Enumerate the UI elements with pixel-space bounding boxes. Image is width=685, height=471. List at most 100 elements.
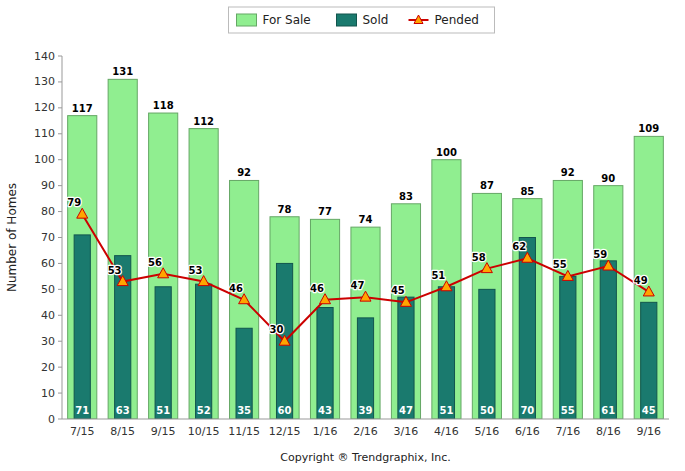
x-tick-label: 8/15 xyxy=(110,425,135,438)
bar xyxy=(357,318,373,419)
data-label: 49 xyxy=(634,275,648,286)
data-label: 47 xyxy=(350,280,364,291)
y-axis-line xyxy=(62,56,63,419)
legend-swatch xyxy=(337,14,357,26)
y-tick-label: 130 xyxy=(34,75,55,88)
data-label: 53 xyxy=(189,265,203,276)
data-label: 62 xyxy=(512,241,526,252)
y-tick xyxy=(58,367,62,368)
x-axis-title: Copyright ® Trendgraphix, Inc. xyxy=(280,451,450,464)
legend-label: Pended xyxy=(435,13,479,27)
x-tick-label: 9/16 xyxy=(636,425,661,438)
data-labels: 1171311181129278777483100878592901097163… xyxy=(67,66,659,416)
marker xyxy=(522,252,533,262)
x-tick-label: 12/15 xyxy=(269,425,301,438)
y-tick-label: 60 xyxy=(41,257,55,270)
bar xyxy=(472,193,501,419)
data-label: 109 xyxy=(638,123,659,134)
y-tick xyxy=(58,289,62,290)
data-label: 79 xyxy=(67,197,81,208)
y-tick-label: 80 xyxy=(41,205,55,218)
y-tick xyxy=(58,237,62,238)
marker xyxy=(441,281,452,291)
data-label: 45 xyxy=(391,285,405,296)
x-tick-label: 10/15 xyxy=(188,425,220,438)
y-tick-label: 0 xyxy=(48,413,55,426)
y-tick-label: 110 xyxy=(34,127,55,140)
bar xyxy=(600,261,616,419)
y-tick xyxy=(58,159,62,160)
bar xyxy=(519,238,535,420)
x-tick-label: 5/16 xyxy=(475,425,500,438)
bar xyxy=(310,219,339,419)
data-label: 52 xyxy=(197,405,211,416)
marker xyxy=(603,260,614,270)
legend-label: For Sale xyxy=(263,13,311,27)
data-label: 55 xyxy=(553,259,567,270)
x-tick-label: 7/16 xyxy=(555,425,580,438)
y-tick-label: 40 xyxy=(41,309,55,322)
y-tick xyxy=(58,133,62,134)
bar xyxy=(553,180,582,419)
bar xyxy=(479,289,495,419)
bar xyxy=(432,160,461,419)
data-label: 117 xyxy=(72,103,93,114)
legend-frame xyxy=(229,7,495,33)
x-tick-label: 8/16 xyxy=(596,425,621,438)
data-label: 87 xyxy=(480,180,494,191)
bar xyxy=(270,217,299,419)
data-label: 112 xyxy=(193,116,214,127)
marker xyxy=(279,335,290,345)
marker xyxy=(360,291,371,301)
y-tick-label: 10 xyxy=(41,387,55,400)
data-label: 92 xyxy=(561,167,575,178)
y-tick xyxy=(58,185,62,186)
bar xyxy=(641,302,657,419)
y-tick-label: 120 xyxy=(34,101,55,114)
marker xyxy=(400,296,411,306)
legend: For Sale Sold Pended xyxy=(229,7,495,33)
data-label: 51 xyxy=(431,270,445,281)
line xyxy=(82,214,649,341)
y-tick-label: 90 xyxy=(41,179,55,192)
data-label: 77 xyxy=(318,206,332,217)
bar xyxy=(317,308,333,419)
data-label: 60 xyxy=(278,405,292,416)
bar xyxy=(438,287,454,419)
data-label: 46 xyxy=(229,283,243,294)
legend-label: Sold xyxy=(363,13,389,27)
bar xyxy=(236,328,252,419)
data-label: 45 xyxy=(642,405,656,416)
y-tick xyxy=(58,263,62,264)
x-tick-label: 7/15 xyxy=(70,425,95,438)
bar xyxy=(108,79,137,419)
marker xyxy=(562,270,573,280)
axes: 01020304050607080901001101201301407/158/… xyxy=(34,50,661,439)
data-label: 78 xyxy=(278,204,292,215)
y-tick xyxy=(58,81,62,82)
data-label: 39 xyxy=(359,405,373,416)
x-tick-label: 2/16 xyxy=(353,425,378,438)
data-label: 92 xyxy=(237,167,251,178)
data-label: 46 xyxy=(310,283,324,294)
data-label: 55 xyxy=(561,405,575,416)
chart: 01020304050607080901001101201301407/158/… xyxy=(0,0,685,471)
bar xyxy=(189,129,218,419)
bar xyxy=(155,287,171,419)
marks xyxy=(68,79,664,419)
bar xyxy=(391,204,420,419)
marker xyxy=(481,263,492,273)
bar xyxy=(68,116,97,419)
x-tick-label: 6/16 xyxy=(515,425,540,438)
y-tick-label: 50 xyxy=(41,283,55,296)
data-label: 51 xyxy=(156,405,170,416)
x-tick-label: 9/15 xyxy=(151,425,176,438)
legend-swatch xyxy=(237,14,257,26)
bar xyxy=(351,227,380,419)
y-axis-title: Number of Homes xyxy=(5,183,19,292)
data-label: 83 xyxy=(399,191,413,202)
y-tick-label: 70 xyxy=(41,231,55,244)
y-tick xyxy=(58,56,62,57)
data-label: 90 xyxy=(601,173,615,184)
y-tick xyxy=(58,315,62,316)
